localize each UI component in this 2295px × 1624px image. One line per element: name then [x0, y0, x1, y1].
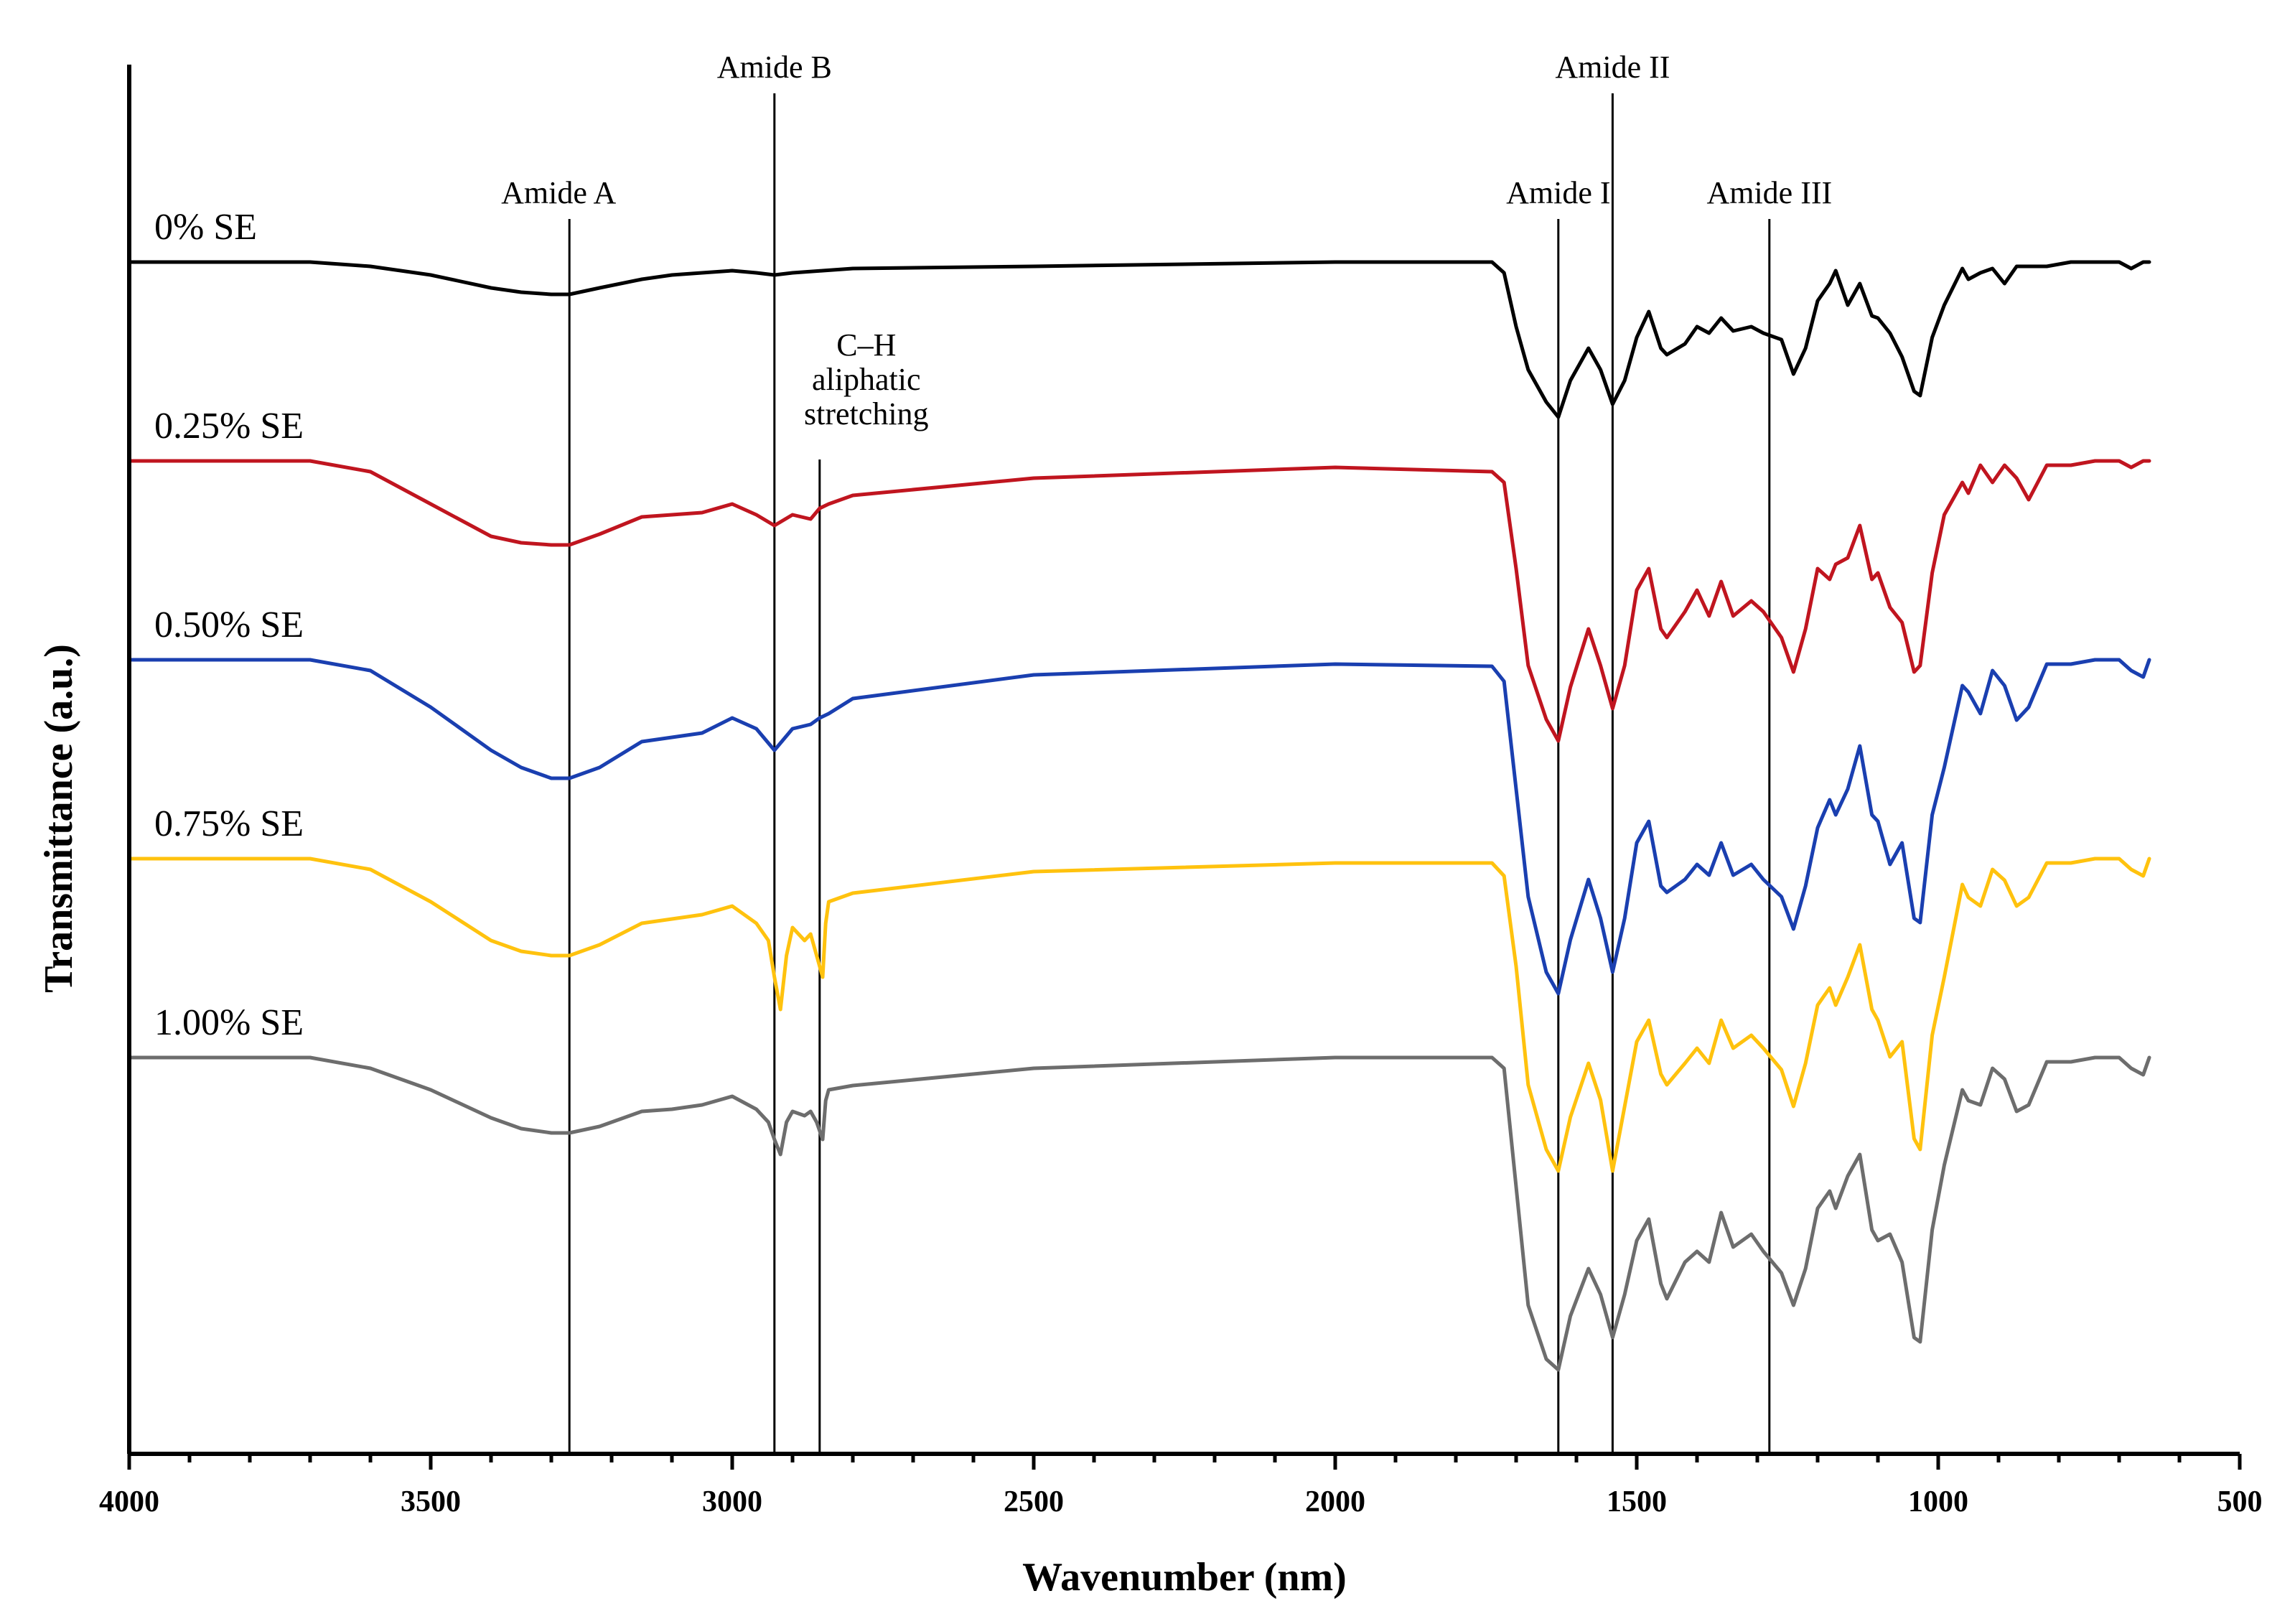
axes	[127, 65, 2240, 1456]
x-ticks: 4000 3500 3000 2500 2000 1500 1000 500	[99, 1454, 2263, 1518]
series-label-0pct-se: 0% SE	[154, 207, 257, 248]
x-tick-label-4000: 4000	[99, 1485, 159, 1518]
x-tick-label-2000: 2000	[1305, 1485, 1365, 1518]
x-tick-label-3000: 3000	[702, 1485, 762, 1518]
x-tick-label-1500: 1500	[1607, 1485, 1667, 1518]
annotation-aliphatic: aliphatic	[812, 362, 921, 397]
series-label-0-25pct-se: 0.25% SE	[154, 406, 304, 447]
x-tick-label-2500: 2500	[1004, 1485, 1064, 1518]
x-tick-label-3500: 3500	[401, 1485, 461, 1518]
series-traces	[127, 260, 2151, 1372]
annotation-stretching: stretching	[804, 396, 929, 431]
annotation-amide-i: Amide I	[1506, 175, 1610, 210]
annotation-c-h: C–H	[836, 327, 896, 363]
x-tick-label-500: 500	[2217, 1485, 2263, 1518]
series-labels: 0% SE 0.25% SE 0.50% SE 0.75% SE 1.00% SE	[154, 207, 304, 1043]
series-label-0-50pct-se: 0.50% SE	[154, 605, 304, 645]
trace-1-00pct-se	[127, 1055, 2151, 1372]
annotation-amide-iii: Amide III	[1706, 175, 1832, 210]
annotation-amide-ii: Amide II	[1555, 50, 1670, 85]
trace-0pct-se	[127, 260, 2151, 419]
x-tick-label-1000: 1000	[1908, 1485, 1968, 1518]
series-label-1-00pct-se: 1.00% SE	[154, 1002, 304, 1043]
trace-0-75pct-se	[127, 857, 2151, 1173]
trace-0-50pct-se	[127, 658, 2151, 996]
y-axis-title: Transmittance (a.u.)	[37, 644, 81, 993]
x-axis-title: Wavenumber (nm)	[1022, 1555, 1347, 1600]
trace-0-25pct-se	[127, 459, 2151, 743]
annotation-amide-a: Amide A	[501, 175, 616, 210]
annotation-markers	[568, 93, 1771, 1454]
annotation-amide-b: Amide B	[717, 50, 832, 85]
series-label-0-75pct-se: 0.75% SE	[154, 803, 304, 844]
